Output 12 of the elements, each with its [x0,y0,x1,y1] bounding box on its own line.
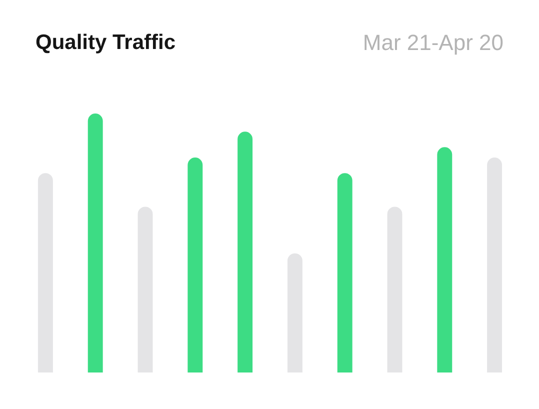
bar [487,158,502,372]
chart-title: Quality Traffic [36,31,176,54]
bar [88,114,103,372]
bar [287,253,302,372]
bar [437,147,452,372]
chart-subtitle: Mar 21-Apr 20 [362,30,504,55]
bar [238,132,253,372]
bar [387,206,402,372]
bar [38,173,53,372]
bar [337,173,352,372]
bar [138,206,153,372]
bar [188,158,203,372]
